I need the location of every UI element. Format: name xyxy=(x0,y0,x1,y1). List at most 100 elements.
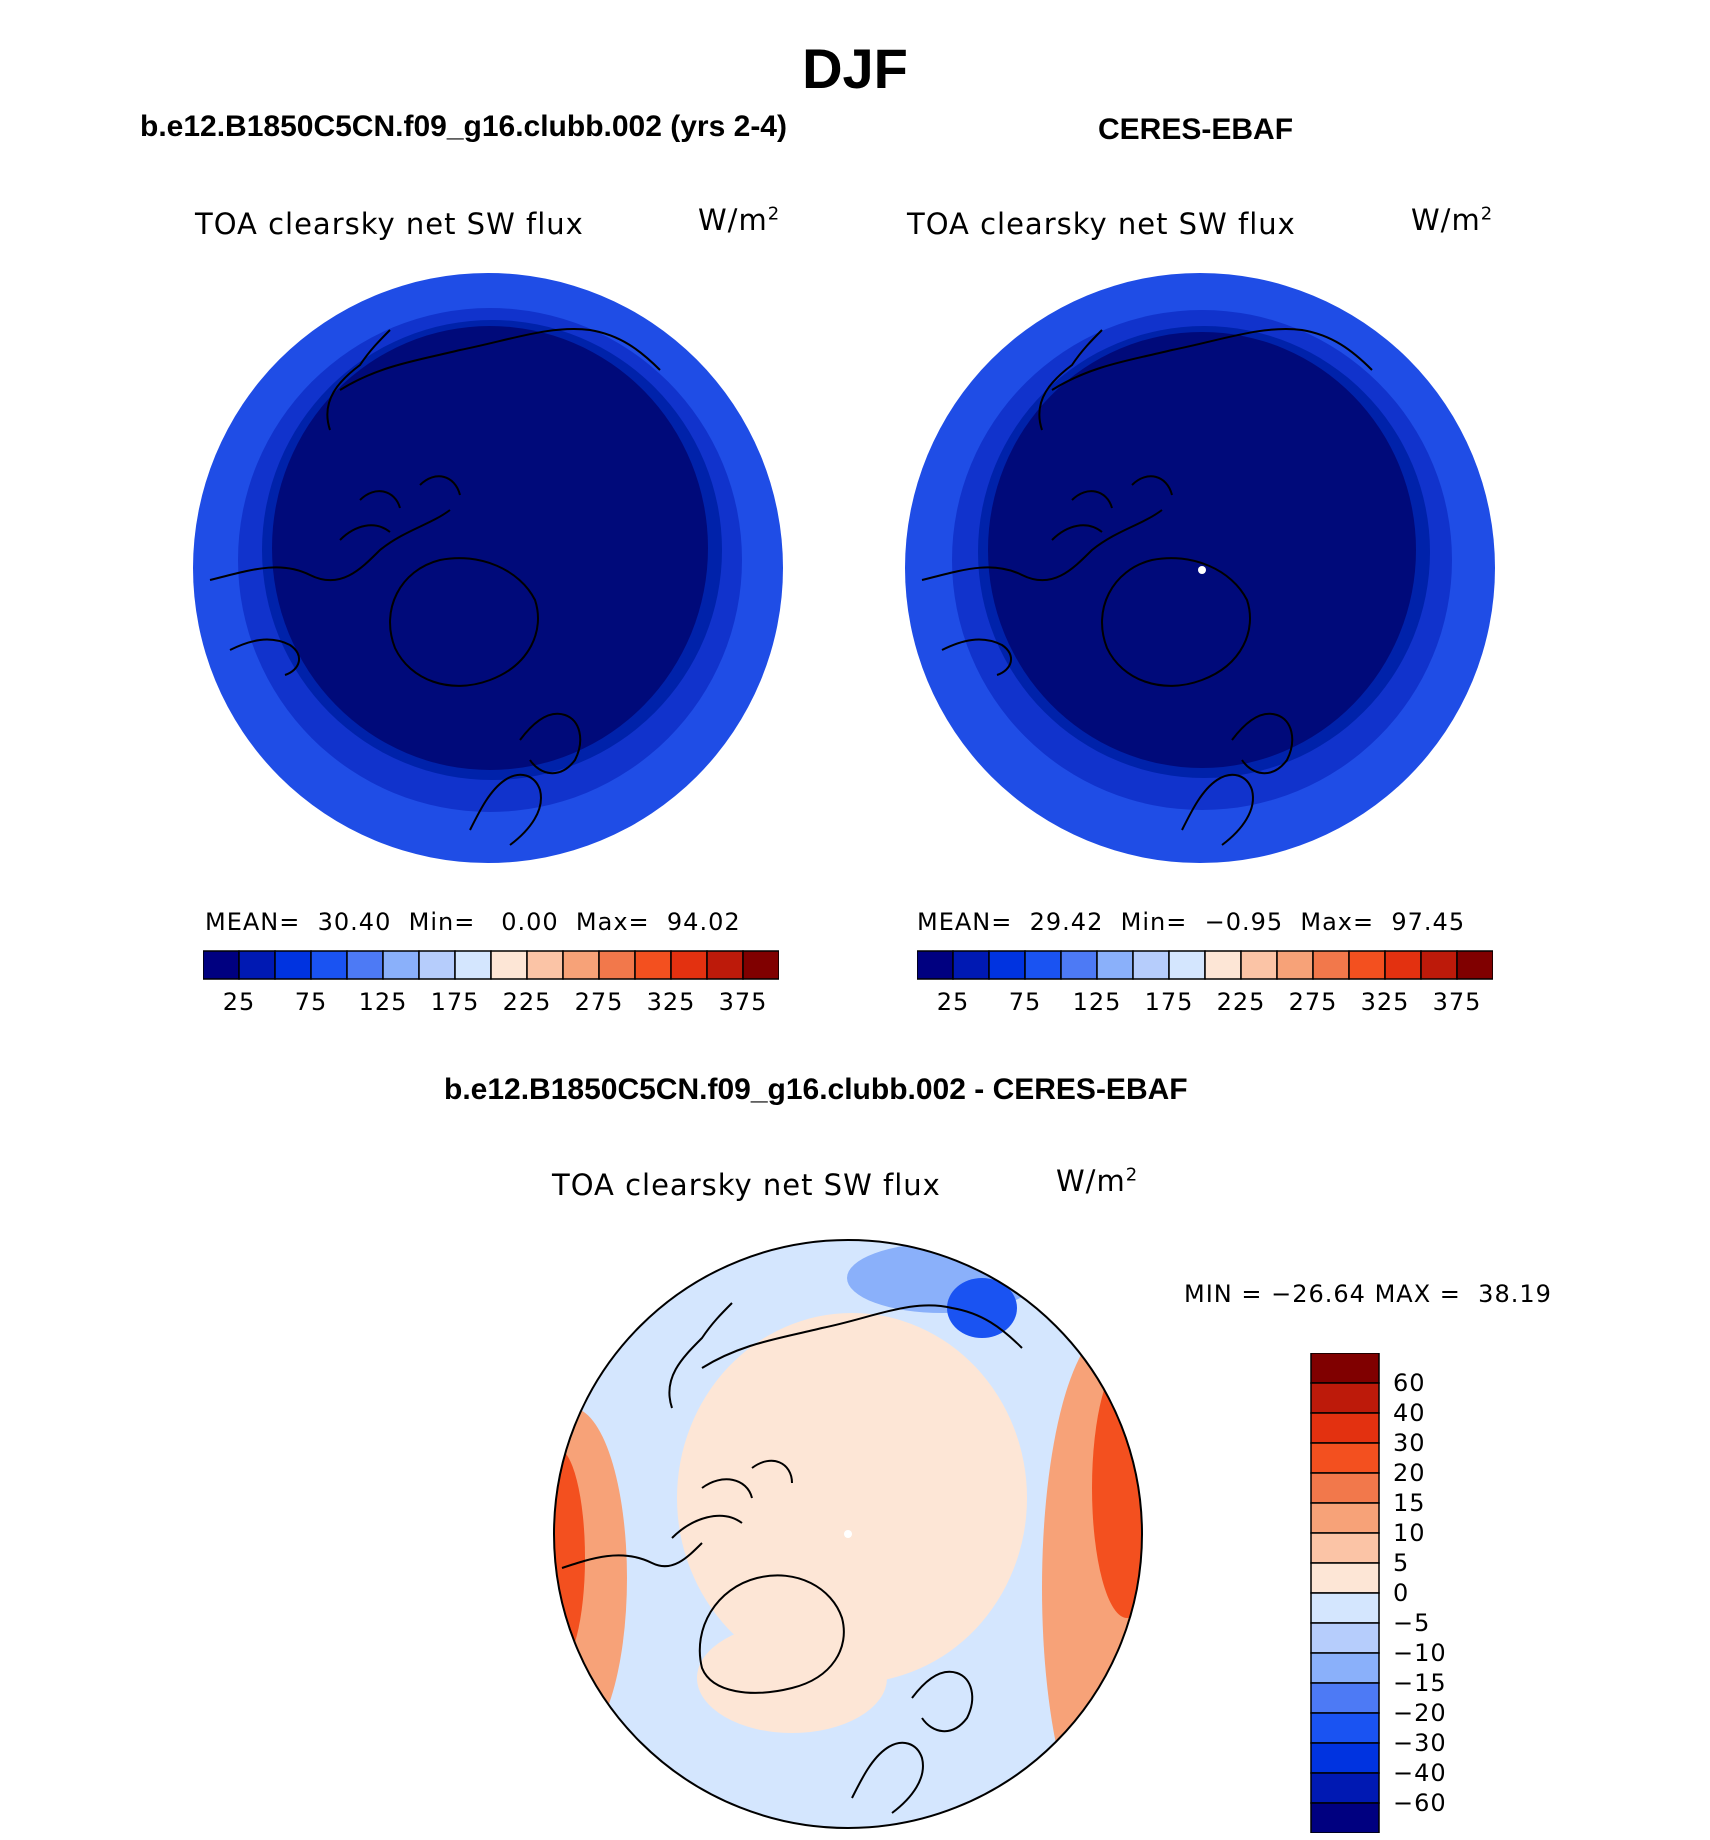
obs-polar-map xyxy=(905,273,1495,863)
obs-colorbar-box xyxy=(1312,950,1350,980)
figure-title: DJF xyxy=(802,37,908,100)
obs-colorbar-box xyxy=(917,950,954,980)
model-colorbar-box xyxy=(490,950,528,980)
diff-arctic-positive xyxy=(677,1313,1027,1683)
colorbar-tick-label: 275 xyxy=(1288,988,1338,1016)
diff-colorbar-box xyxy=(1310,1652,1380,1684)
model-colorbar-box xyxy=(382,950,420,980)
siberia-coast xyxy=(339,328,661,391)
obs-colorbar-box xyxy=(1276,950,1314,980)
europe-coast xyxy=(1181,773,1254,846)
model-stats: MEAN= 30.40 Min= 0.00 Max= 94.02 xyxy=(205,908,741,936)
model-colorbar-box xyxy=(562,950,600,980)
model-polar-map xyxy=(193,273,783,863)
siberia-coast xyxy=(701,1304,1023,1369)
greenland-coast xyxy=(389,557,539,687)
diff-colorbar-box xyxy=(1310,1382,1380,1414)
obs-colorbar-box xyxy=(1204,950,1242,980)
hudson-bay-coast xyxy=(229,638,300,676)
diff-colorbar-box xyxy=(1310,1532,1380,1564)
colorbar-tick-label: 175 xyxy=(430,988,480,1016)
model-colorbar xyxy=(203,950,779,980)
siberia-coast xyxy=(1051,328,1373,391)
diff-colorbar-tick-label: 30 xyxy=(1393,1429,1426,1457)
obs-colorbar-box xyxy=(1132,950,1170,980)
model-field xyxy=(193,273,783,863)
obs-colorbar-box xyxy=(1420,950,1458,980)
alaska-coast xyxy=(1038,329,1103,431)
model-colorbar-box xyxy=(670,950,708,980)
model-colorbar-box xyxy=(346,950,384,980)
diff-units-label: W/m2 xyxy=(1056,1164,1139,1198)
arctic-islands-coast xyxy=(671,1459,793,1539)
colorbar-tick-label: 75 xyxy=(1008,988,1042,1016)
greenland-coast xyxy=(698,1574,845,1694)
diff-colorbar-box xyxy=(1310,1712,1380,1744)
diff-colorbar-box xyxy=(1310,1562,1380,1594)
diff-colorbar-tick-label: −40 xyxy=(1393,1759,1447,1787)
obs-panel-title: CERES-EBAF xyxy=(1098,113,1294,146)
diff-atlantic-positive xyxy=(697,1623,887,1733)
diff-west-edge-high xyxy=(554,1448,585,1668)
diff-colorbar-tick-label: −15 xyxy=(1393,1669,1447,1697)
scandinavia-coast xyxy=(911,1670,974,1733)
europe-coast xyxy=(851,1741,924,1814)
model-colorbar-box xyxy=(238,950,276,980)
diff-colorbar-tick-label: 15 xyxy=(1393,1489,1426,1517)
diff-pole-point xyxy=(844,1530,852,1538)
diff-map-border xyxy=(553,1239,1143,1829)
canada-coast xyxy=(209,509,451,582)
diff-colorbar-box xyxy=(1310,1742,1380,1774)
colorbar-tick-label: 225 xyxy=(1216,988,1266,1016)
model-variable-label: TOA clearsky net SW flux xyxy=(195,207,584,241)
obs-colorbar-box xyxy=(952,950,990,980)
colorbar-tick-label: 375 xyxy=(1432,988,1482,1016)
canada-coast xyxy=(561,1542,703,1569)
diff-colorbar-box xyxy=(1310,1472,1380,1504)
model-colorbar-box xyxy=(203,950,240,980)
diff-polar-map xyxy=(553,1239,1143,1829)
diff-colorbar xyxy=(1310,1353,1380,1833)
hudson-bay-coast xyxy=(941,638,1012,676)
obs-colorbar-box xyxy=(1168,950,1206,980)
diff-panel-title: b.e12.B1850C5CN.f09_g16.clubb.002 - CERE… xyxy=(444,1073,1188,1106)
diff-colorbar-box xyxy=(1310,1772,1380,1804)
colorbar-tick-label: 125 xyxy=(358,988,408,1016)
diff-colorbar-box xyxy=(1310,1592,1380,1624)
model-colorbar-box xyxy=(310,950,348,980)
colorbar-tick-label: 275 xyxy=(574,988,624,1016)
model-colorbar-box xyxy=(274,950,312,980)
obs-colorbar-box xyxy=(1096,950,1134,980)
obs-variable-label: TOA clearsky net SW flux xyxy=(907,207,1296,241)
diff-colorbar-tick-label: −30 xyxy=(1393,1729,1447,1757)
colorbar-tick-label: 75 xyxy=(294,988,328,1016)
diff-colorbar-ticks: 60 40 30 20 15 10 5 0 −5 −10 −15 −20 −30 −40 −60 xyxy=(1393,1353,1493,1833)
scandinavia-coast xyxy=(1231,712,1294,775)
obs-stats: MEAN= 29.42 Min= −0.95 Max= 97.45 xyxy=(917,908,1466,936)
colorbar-tick-label: 25 xyxy=(936,988,970,1016)
obs-field-core xyxy=(988,332,1416,768)
diff-east-edge-high xyxy=(1092,1358,1142,1618)
diff-colorbar-box xyxy=(1310,1353,1380,1384)
diff-stats: MIN = −26.64 MAX = 38.19 xyxy=(1184,1280,1552,1308)
model-panel-title: b.e12.B1850C5CN.f09_g16.clubb.002 (yrs 2… xyxy=(140,110,787,143)
obs-colorbar-box xyxy=(988,950,1026,980)
diff-coastlines xyxy=(561,1302,1023,1814)
model-units-label: W/m2 xyxy=(698,203,781,237)
colorbar-tick-label: 375 xyxy=(718,988,768,1016)
diff-colorbar-box xyxy=(1310,1622,1380,1654)
alaska-coast xyxy=(326,329,391,431)
model-colorbar-box xyxy=(742,950,779,980)
model-colorbar-box xyxy=(634,950,672,980)
obs-colorbar-box xyxy=(1456,950,1493,980)
model-colorbar-box xyxy=(526,950,564,980)
diff-colorbar-box xyxy=(1310,1442,1380,1474)
diff-colorbar-tick-label: −10 xyxy=(1393,1639,1447,1667)
colorbar-tick-label: 25 xyxy=(222,988,256,1016)
model-field-core xyxy=(272,326,708,770)
colorbar-tick-label: 325 xyxy=(1360,988,1410,1016)
europe-coast xyxy=(469,773,542,846)
diff-colorbar-tick-label: 0 xyxy=(1393,1579,1410,1607)
alaska-coast xyxy=(668,1302,733,1409)
diff-colorbar-tick-label: 10 xyxy=(1393,1519,1426,1547)
